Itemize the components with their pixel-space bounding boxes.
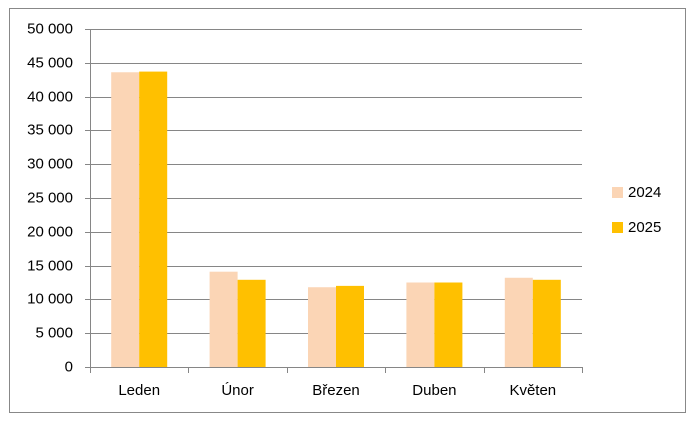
y-tick-label: 20 000 — [27, 223, 73, 240]
x-tick-label: Leden — [118, 382, 160, 399]
y-tick-label: 50 000 — [27, 20, 73, 37]
bar — [406, 282, 435, 367]
x-tick-label: Únor — [221, 382, 254, 399]
x-tick-label: Duben — [412, 382, 456, 399]
bar — [504, 277, 533, 367]
legend-label: 2025 — [628, 219, 661, 236]
y-tick-label: 15 000 — [27, 257, 73, 274]
bar — [336, 285, 364, 367]
legend-label: 2024 — [628, 184, 661, 201]
bar — [308, 287, 336, 367]
y-tick-label: 40 000 — [27, 88, 73, 105]
y-tick-label: 25 000 — [27, 189, 73, 206]
y-tick-label: 10 000 — [27, 290, 73, 307]
bar — [434, 282, 463, 367]
y-tick-label: 35 000 — [27, 121, 73, 138]
x-tick-label: Květen — [509, 382, 556, 399]
y-tick-label: 30 000 — [27, 155, 73, 172]
y-tick-label: 45 000 — [27, 54, 73, 71]
bar — [111, 72, 140, 367]
bar — [139, 71, 168, 367]
legend-swatch — [612, 222, 623, 233]
y-tick-label: 5 000 — [35, 324, 73, 341]
legend-swatch — [612, 187, 623, 198]
bar — [209, 271, 238, 367]
x-tick-label: Březen — [312, 382, 360, 399]
bar — [237, 279, 266, 367]
bar — [532, 279, 561, 367]
y-tick-label: 0 — [65, 358, 73, 375]
